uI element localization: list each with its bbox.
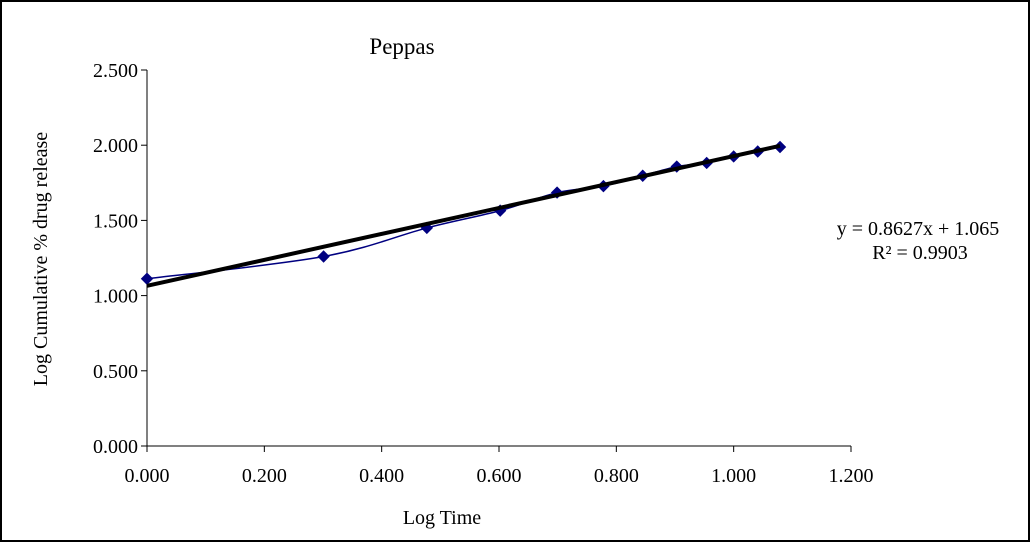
y-tick-label: 1.500: [93, 210, 138, 232]
x-tick-label: 0.200: [242, 465, 287, 487]
y-tick-label: 0.500: [93, 361, 138, 383]
data-point: [140, 272, 154, 285]
y-axis-label: Log Cumulative % drug release: [30, 132, 52, 386]
y-tick-label: 2.500: [93, 60, 138, 82]
chart-title: Peppas: [369, 34, 434, 59]
trendline-equation: y = 0.8627x + 1.065: [837, 218, 1000, 240]
y-tick-label: 1.000: [93, 286, 138, 308]
trendline: [146, 143, 781, 288]
axes: 0.000 0.500 1.000 1.500 2.000 2.500 0.000 0.200…: [93, 60, 874, 487]
y-tick-label: 2.000: [93, 135, 138, 157]
x-tick-label: 0.800: [594, 465, 639, 487]
series-layer: [140, 140, 787, 285]
x-tick-label: 0.600: [477, 465, 522, 487]
trendline-layer: [146, 143, 781, 288]
x-axis-label: Log Time: [403, 507, 481, 529]
x-tick-label: 1.200: [829, 465, 874, 487]
x-tick-label: 0.400: [359, 465, 404, 487]
trendline-r-squared: R² = 0.9903: [872, 242, 968, 264]
data-point: [317, 250, 330, 263]
x-tick-label: 1.000: [711, 465, 756, 487]
x-tick-label: 0.000: [125, 465, 170, 487]
y-tick-label: 0.000: [93, 436, 138, 458]
